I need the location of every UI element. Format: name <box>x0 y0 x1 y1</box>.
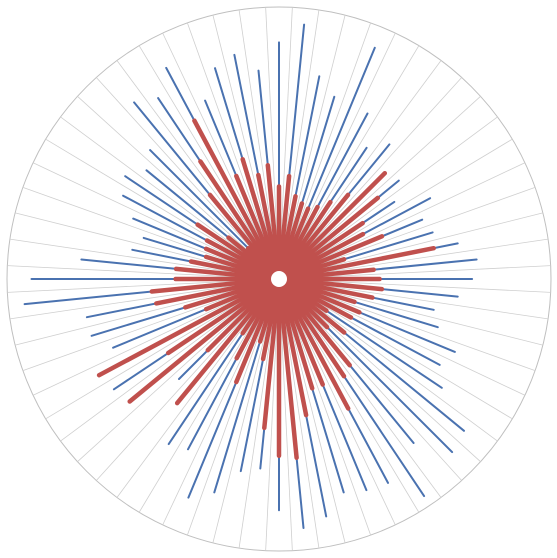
chart-series <box>23 23 478 529</box>
grid-ring <box>6 6 552 552</box>
center-hole <box>271 271 287 287</box>
